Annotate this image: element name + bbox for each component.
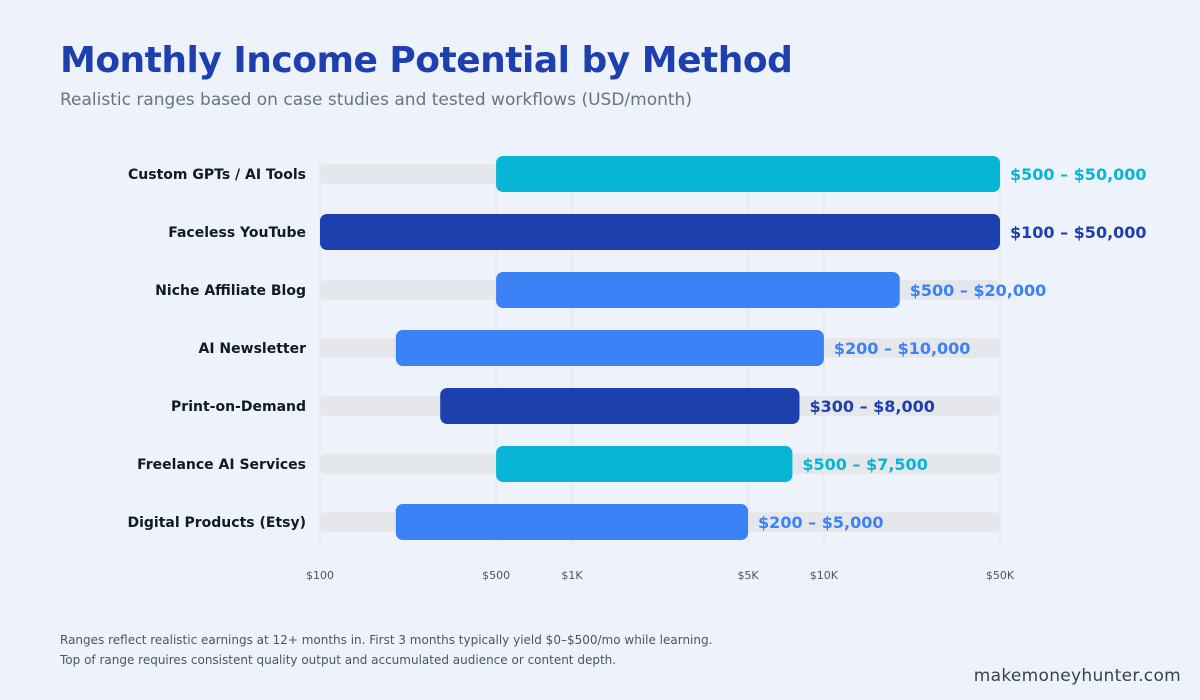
- x-tick-label: $5K: [737, 569, 759, 582]
- value-label: $100 – $50,000: [1010, 223, 1147, 242]
- value-label: $500 – $20,000: [910, 281, 1047, 300]
- value-label: $500 – $50,000: [1010, 165, 1147, 184]
- range-bar: [496, 272, 900, 308]
- category-label: Print-on-Demand: [171, 399, 306, 415]
- footnote-line-1: Ranges reflect realistic earnings at 12+…: [60, 633, 713, 647]
- category-label: Faceless YouTube: [168, 225, 306, 241]
- chart-title: Monthly Income Potential by Method: [60, 40, 793, 81]
- range-bar: [440, 388, 800, 424]
- footnote: Ranges reflect realistic earnings at 12+…: [60, 630, 712, 670]
- category-label: AI Newsletter: [199, 341, 307, 357]
- value-label: $200 – $10,000: [834, 339, 971, 358]
- range-bar: [320, 214, 1000, 250]
- category-label: Freelance AI Services: [137, 457, 306, 473]
- range-bar: [496, 446, 793, 482]
- x-tick-label: $50K: [986, 569, 1015, 582]
- brand-watermark: makemoneyhunter.com: [973, 666, 1181, 686]
- range-bar: [496, 156, 1000, 192]
- value-label: $500 – $7,500: [802, 455, 927, 474]
- range-bar: [395, 330, 824, 366]
- x-tick-label: $10K: [810, 569, 839, 582]
- value-label: $200 – $5,000: [758, 513, 883, 532]
- category-label: Digital Products (Etsy): [127, 515, 306, 531]
- category-label: Custom GPTs / AI Tools: [128, 167, 306, 183]
- category-label: Niche Affiliate Blog: [155, 283, 306, 299]
- footnote-line-2: Top of range requires consistent quality…: [60, 653, 617, 667]
- x-tick-label: $500: [482, 569, 510, 582]
- range-bar: [395, 504, 749, 540]
- chart-subtitle: Realistic ranges based on case studies a…: [60, 90, 692, 110]
- x-tick-label: $1K: [561, 569, 583, 582]
- value-label: $300 – $8,000: [809, 397, 934, 416]
- x-tick-label: $100: [306, 569, 334, 582]
